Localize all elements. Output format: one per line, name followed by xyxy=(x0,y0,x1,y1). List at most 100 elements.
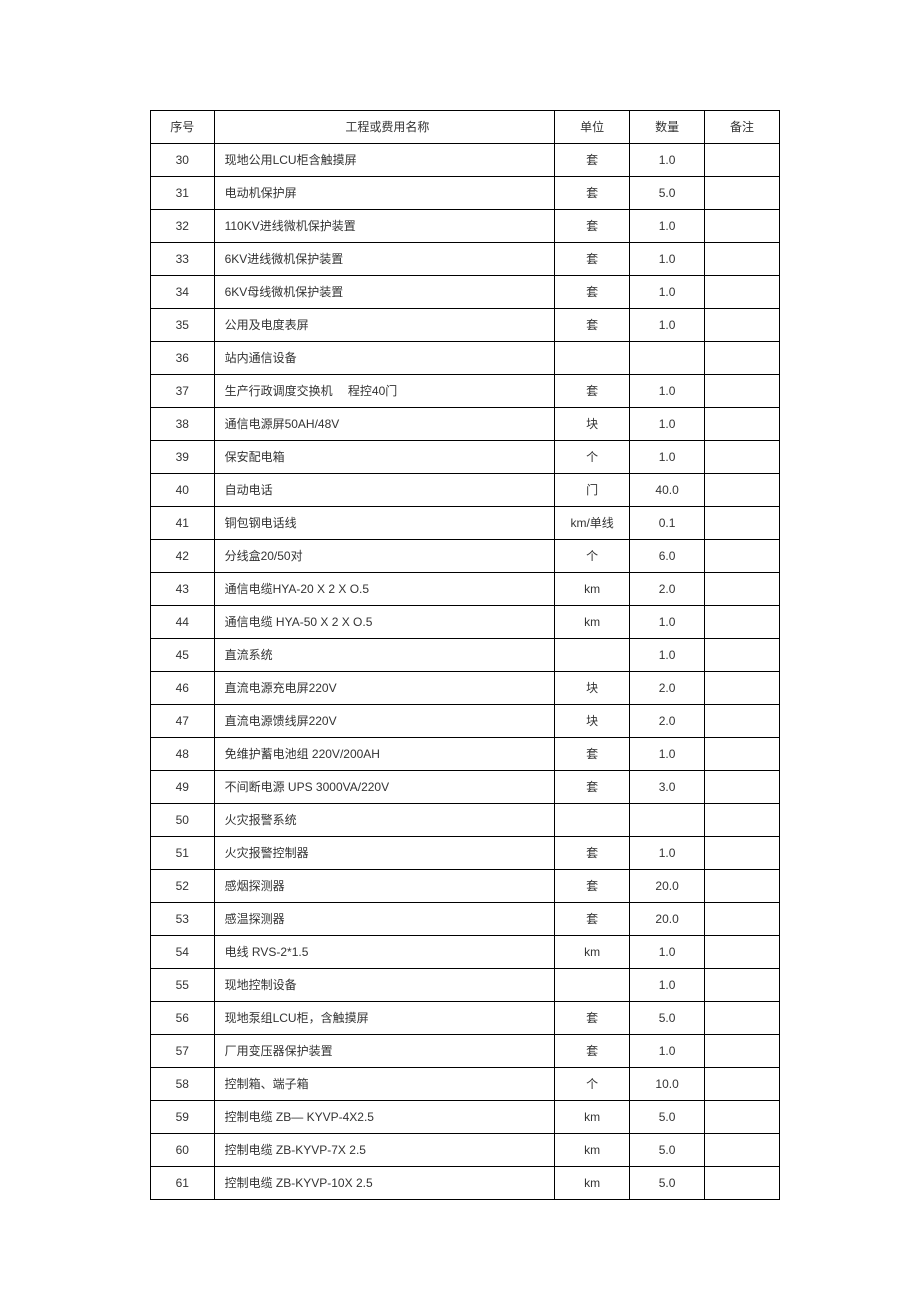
table-row: 31电动机保护屏套5.0 xyxy=(151,177,780,210)
cell-qty: 1.0 xyxy=(630,144,705,177)
cell-unit: 个 xyxy=(555,441,630,474)
cell-note xyxy=(705,1134,780,1167)
cell-name: 通信电缆 HYA-50 X 2 X O.5 xyxy=(214,606,555,639)
cell-unit: 套 xyxy=(555,309,630,342)
table-row: 37生产行政调度交换机 程控40门套1.0 xyxy=(151,375,780,408)
cell-note xyxy=(705,243,780,276)
cell-seq: 38 xyxy=(151,408,215,441)
cell-unit: 块 xyxy=(555,672,630,705)
cell-note xyxy=(705,1101,780,1134)
cell-note xyxy=(705,408,780,441)
cell-seq: 34 xyxy=(151,276,215,309)
cell-qty: 5.0 xyxy=(630,1002,705,1035)
cell-name: 分线盒20/50对 xyxy=(214,540,555,573)
cell-unit: 套 xyxy=(555,1035,630,1068)
cell-seq: 57 xyxy=(151,1035,215,1068)
cell-name: 通信电缆HYA-20 X 2 X O.5 xyxy=(214,573,555,606)
cell-qty: 1.0 xyxy=(630,276,705,309)
cell-name: 现地泵组LCU柜，含触摸屏 xyxy=(214,1002,555,1035)
cell-note xyxy=(705,705,780,738)
cell-unit: 个 xyxy=(555,1068,630,1101)
cell-seq: 33 xyxy=(151,243,215,276)
table-row: 30现地公用LCU柜含触摸屏套1.0 xyxy=(151,144,780,177)
cell-note xyxy=(705,1002,780,1035)
cell-seq: 37 xyxy=(151,375,215,408)
table-row: 57厂用变压器保护装置套1.0 xyxy=(151,1035,780,1068)
cell-qty: 1.0 xyxy=(630,639,705,672)
cell-qty: 2.0 xyxy=(630,672,705,705)
cell-seq: 60 xyxy=(151,1134,215,1167)
table-row: 53感温探测器套20.0 xyxy=(151,903,780,936)
cell-seq: 50 xyxy=(151,804,215,837)
cell-note xyxy=(705,507,780,540)
table-row: 48免维护蓄电池组 220V/200AH套1.0 xyxy=(151,738,780,771)
cell-qty: 1.0 xyxy=(630,837,705,870)
cell-name: 控制箱、端子箱 xyxy=(214,1068,555,1101)
cell-unit: km xyxy=(555,573,630,606)
cell-note xyxy=(705,672,780,705)
table-row: 51火灾报警控制器套1.0 xyxy=(151,837,780,870)
cell-unit: 套 xyxy=(555,771,630,804)
cell-unit: 套 xyxy=(555,837,630,870)
header-note: 备注 xyxy=(705,111,780,144)
cell-name: 站内通信设备 xyxy=(214,342,555,375)
table-row: 44通信电缆 HYA-50 X 2 X O.5km1.0 xyxy=(151,606,780,639)
cell-seq: 56 xyxy=(151,1002,215,1035)
cell-qty: 5.0 xyxy=(630,1167,705,1200)
cell-note xyxy=(705,903,780,936)
cell-seq: 53 xyxy=(151,903,215,936)
cell-note xyxy=(705,309,780,342)
cell-qty xyxy=(630,342,705,375)
table-row: 60控制电缆 ZB-KYVP-7X 2.5km5.0 xyxy=(151,1134,780,1167)
cell-qty: 1.0 xyxy=(630,408,705,441)
table-row: 39保安配电箱个1.0 xyxy=(151,441,780,474)
cell-note xyxy=(705,276,780,309)
cell-name: 6KV母线微机保护装置 xyxy=(214,276,555,309)
cell-note xyxy=(705,969,780,1002)
cell-qty: 2.0 xyxy=(630,573,705,606)
table-row: 55现地控制设备1.0 xyxy=(151,969,780,1002)
cell-seq: 46 xyxy=(151,672,215,705)
cell-unit: km xyxy=(555,606,630,639)
cell-qty: 20.0 xyxy=(630,870,705,903)
cell-unit: 块 xyxy=(555,705,630,738)
cell-qty: 5.0 xyxy=(630,1134,705,1167)
cell-note xyxy=(705,738,780,771)
cell-unit: 套 xyxy=(555,738,630,771)
table-body: 30现地公用LCU柜含触摸屏套1.031电动机保护屏套5.032110KV进线微… xyxy=(151,144,780,1200)
cell-name: 电动机保护屏 xyxy=(214,177,555,210)
cell-note xyxy=(705,1035,780,1068)
cell-qty: 1.0 xyxy=(630,375,705,408)
cell-name: 生产行政调度交换机 程控40门 xyxy=(214,375,555,408)
cell-unit: 套 xyxy=(555,144,630,177)
cell-name: 感温探测器 xyxy=(214,903,555,936)
table-row: 40自动电话门40.0 xyxy=(151,474,780,507)
table-row: 36站内通信设备 xyxy=(151,342,780,375)
table-row: 47直流电源馈线屏220V块2.0 xyxy=(151,705,780,738)
cell-note xyxy=(705,639,780,672)
cell-name: 控制电缆 ZB-KYVP-7X 2.5 xyxy=(214,1134,555,1167)
cell-qty: 5.0 xyxy=(630,1101,705,1134)
cell-seq: 36 xyxy=(151,342,215,375)
cell-name: 110KV进线微机保护装置 xyxy=(214,210,555,243)
table-row: 32110KV进线微机保护装置套1.0 xyxy=(151,210,780,243)
cell-seq: 44 xyxy=(151,606,215,639)
cell-qty: 1.0 xyxy=(630,936,705,969)
cell-qty: 1.0 xyxy=(630,1035,705,1068)
cell-seq: 43 xyxy=(151,573,215,606)
cell-qty: 40.0 xyxy=(630,474,705,507)
cell-seq: 55 xyxy=(151,969,215,1002)
cell-name: 免维护蓄电池组 220V/200AH xyxy=(214,738,555,771)
cell-unit xyxy=(555,639,630,672)
table-row: 61控制电缆 ZB-KYVP-10X 2.5km5.0 xyxy=(151,1167,780,1200)
table-row: 45直流系统1.0 xyxy=(151,639,780,672)
cell-seq: 52 xyxy=(151,870,215,903)
cell-qty: 6.0 xyxy=(630,540,705,573)
header-unit: 单位 xyxy=(555,111,630,144)
cell-seq: 51 xyxy=(151,837,215,870)
cell-unit: km xyxy=(555,1134,630,1167)
cell-seq: 40 xyxy=(151,474,215,507)
cell-seq: 31 xyxy=(151,177,215,210)
cell-name: 铜包钢电话线 xyxy=(214,507,555,540)
cell-unit xyxy=(555,804,630,837)
